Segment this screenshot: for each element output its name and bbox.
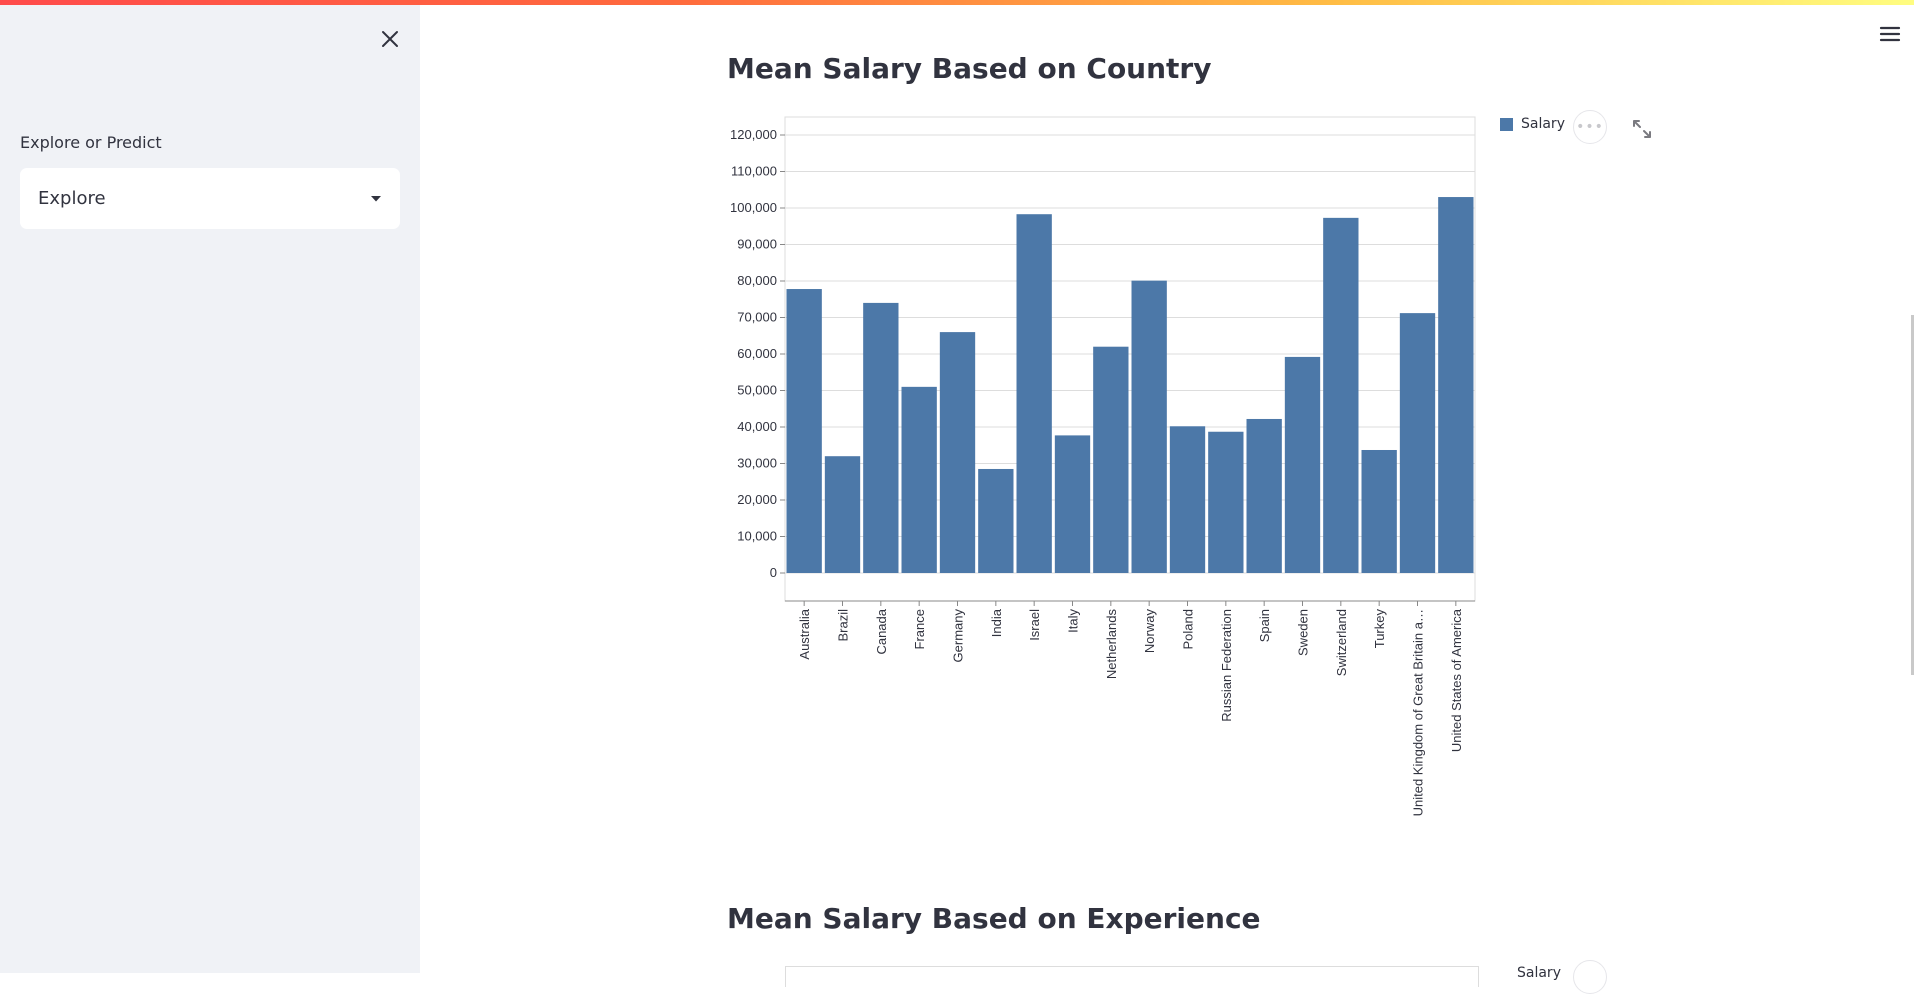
chart1-title: Mean Salary Based on Country xyxy=(727,52,1212,85)
x-tick-label: Germany xyxy=(951,609,966,663)
hamburger-menu-icon xyxy=(1879,26,1901,42)
explore-predict-select[interactable]: Explore xyxy=(20,168,400,229)
bar-united-kingdom-of-great-britain-a- xyxy=(1399,313,1436,573)
bar-netherlands xyxy=(1093,346,1129,573)
y-tick-label: 100,000 xyxy=(730,200,777,215)
top-decoration-bar xyxy=(0,0,1914,5)
ellipsis-icon: ••• xyxy=(1576,119,1604,135)
bar-norway xyxy=(1131,280,1167,573)
chart-actions-button[interactable]: ••• xyxy=(1573,110,1607,144)
bar-india xyxy=(978,468,1014,573)
x-tick-label: Italy xyxy=(1066,609,1081,633)
main-menu-button[interactable] xyxy=(1878,22,1902,46)
close-icon xyxy=(382,31,398,47)
x-tick-label: United States of America xyxy=(1449,608,1464,752)
x-tick-label: Turkey xyxy=(1372,609,1387,649)
y-tick-label: 80,000 xyxy=(737,273,777,288)
y-tick-label: 0 xyxy=(770,565,777,580)
bar-canada xyxy=(863,302,899,573)
bar-italy xyxy=(1054,435,1091,573)
y-tick-label: 10,000 xyxy=(737,529,777,544)
bar-poland xyxy=(1169,426,1206,573)
chart1-legend: Salary xyxy=(1500,116,1565,132)
y-tick-label: 50,000 xyxy=(737,383,777,398)
bar-france xyxy=(901,386,937,573)
bar-russian-federation xyxy=(1208,431,1244,573)
x-tick-label: Sweden xyxy=(1296,609,1311,656)
fullscreen-icon xyxy=(1633,120,1651,138)
x-tick-label: United Kingdom of Great Britain a… xyxy=(1411,609,1426,816)
bar-brazil xyxy=(824,456,861,573)
x-tick-label: Brazil xyxy=(836,609,851,642)
x-tick-label: India xyxy=(989,608,1004,637)
select-label: Explore or Predict xyxy=(20,133,162,152)
bar-spain xyxy=(1246,418,1282,573)
bar-sweden xyxy=(1284,356,1321,573)
y-tick-label: 110,000 xyxy=(731,164,777,179)
x-tick-label: Israel xyxy=(1027,609,1042,641)
x-tick-label: Spain xyxy=(1257,609,1272,642)
bar-united-states-of-america xyxy=(1438,197,1474,574)
chart2-legend-label: Salary xyxy=(1517,965,1561,981)
fullscreen-button[interactable] xyxy=(1630,117,1654,141)
x-tick-label: Switzerland xyxy=(1334,609,1349,676)
x-tick-label: Norway xyxy=(1142,609,1157,654)
x-tick-label: Netherlands xyxy=(1104,609,1119,680)
y-tick-label: 40,000 xyxy=(737,419,777,434)
bar-australia xyxy=(786,289,822,573)
y-tick-label: 90,000 xyxy=(737,237,777,252)
salary-by-country-chart: 0 10,000 20,000 30,000 40,000 50,000 60,000 70,… xyxy=(730,116,1476,816)
y-tick-label: 60,000 xyxy=(737,346,777,361)
y-tick-label: 20,000 xyxy=(737,492,777,507)
x-tick-label: France xyxy=(912,609,927,649)
scrollbar[interactable] xyxy=(1911,315,1914,675)
sidebar: Explore or Predict Explore xyxy=(0,5,420,973)
y-tick-label: 30,000 xyxy=(737,456,777,471)
chart2-actions-button[interactable] xyxy=(1573,960,1607,994)
x-tick-label: Russian Federation xyxy=(1219,609,1234,722)
chart2-frame xyxy=(785,966,1479,987)
y-tick-label: 70,000 xyxy=(737,310,777,325)
chevron-down-icon xyxy=(371,195,381,201)
x-tick-label: Poland xyxy=(1181,609,1196,649)
close-sidebar-button[interactable] xyxy=(374,23,406,55)
legend-swatch xyxy=(1500,117,1513,131)
bar-israel xyxy=(1016,214,1052,573)
bar-switzerland xyxy=(1323,217,1359,573)
y-tick-label: 120,000 xyxy=(730,127,777,142)
x-tick-label: Canada xyxy=(874,608,889,654)
x-tick-label: Australia xyxy=(797,608,812,659)
chart2-title: Mean Salary Based on Experience xyxy=(727,902,1261,935)
bar-germany xyxy=(939,332,976,573)
legend-label: Salary xyxy=(1521,116,1565,132)
select-value: Explore xyxy=(38,188,106,209)
bar-turkey xyxy=(1361,449,1397,573)
